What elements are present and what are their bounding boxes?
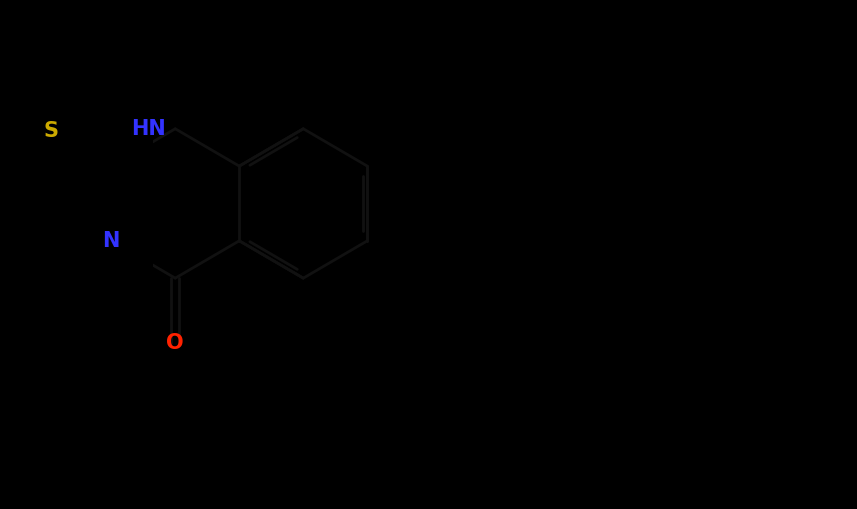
Text: S: S xyxy=(43,121,58,141)
Text: O: O xyxy=(166,333,184,353)
Text: HN: HN xyxy=(130,119,165,139)
Text: N: N xyxy=(103,231,120,251)
